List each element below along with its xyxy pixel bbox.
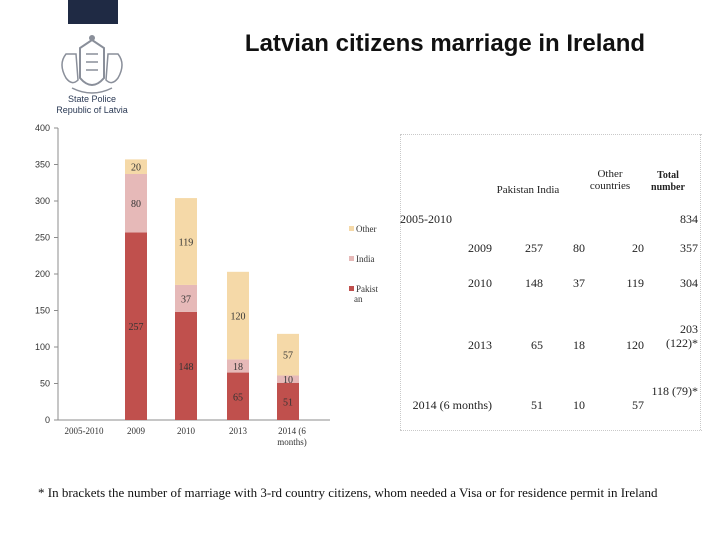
logo-caption: State Police Republic of Latvia [40,94,144,116]
data-label: 120 [231,312,246,323]
row-2009-pakistan: 257 [525,241,543,255]
legend-label: Pakist an [354,284,379,304]
header-india: India [536,184,560,196]
row-2013-total: 203 (122)* [666,322,698,350]
data-label: 80 [131,199,141,210]
row-2009-india: 80 [573,241,585,255]
bar-segment-other [277,333,299,376]
y-tick-label: 200 [35,269,50,279]
y-tick-label: 350 [35,160,50,170]
x-tick-label: 2014 (6 months) [277,426,307,447]
summary-row-total: 834 [680,212,698,226]
x-tick-label: 2005-2010 [65,426,104,436]
y-tick-label: 400 [35,123,50,133]
data-label: 148 [179,362,194,373]
table-gridline [400,134,401,430]
row-2009-other: 20 [632,241,644,255]
data-label: 20 [131,163,141,174]
summary-row-label: 2005-2010 [400,212,452,226]
row-2014-pakistan: 51 [531,398,543,412]
bar-segment-india [227,359,249,373]
page-title: Latvian citizens marriage in Ireland [244,30,646,57]
row-2014-other: 57 [632,398,644,412]
row-2013-other: 120 [626,338,644,352]
y-tick-label: 50 [40,379,50,389]
bar-segment-india [125,173,147,233]
data-table: Pakistan India Other countries Total num… [400,134,702,431]
data-label: 10 [283,375,293,386]
legend-swatch [349,226,354,231]
coat-of-arms-logo [61,35,123,94]
y-tick-label: 0 [45,415,50,425]
row-2013-pakistan: 65 [531,338,543,352]
row-2010-other: 119 [626,276,644,290]
x-tick-label: 2009 [127,426,146,436]
bar-segment-other [125,159,147,174]
header-pakistan-india: Pakistan India [488,184,568,196]
row-2014-total: 118 (79)* [651,384,698,398]
row-2010-total: 304 [680,276,698,290]
bar-segment-pakistan [175,311,197,420]
row-2014-label: 2014 (6 months) [412,398,492,412]
data-label: 65 [233,392,243,403]
row-2013-india: 18 [573,338,585,352]
legend-swatch [349,286,354,291]
logo-line-1: State Police [67,94,117,104]
bar-segment-other [175,198,197,285]
row-2010-label: 2010 [468,276,492,290]
data-label: 18 [233,362,243,373]
bar-segment-india [277,375,299,383]
legend-label: Other [356,224,377,234]
footnote: * In brackets the number of marriage wit… [38,485,658,500]
x-tick-label: 2010 [177,426,196,436]
table-gridline [700,134,701,430]
row-2009-total: 357 [680,241,698,255]
y-tick-label: 250 [35,233,50,243]
table-gridline [400,134,702,135]
top-dark-bar [68,0,118,24]
data-label: 37 [181,294,191,305]
legend-swatch [349,256,354,261]
legend-label: India [356,254,375,264]
data-label: 257 [129,322,144,333]
bar-segment-other [227,271,249,360]
logo-line-2: Republic of Latvia [56,105,128,115]
header-total-number: Total number [651,170,685,193]
row-2013-label: 2013 [468,338,492,352]
header-other-countries: Other countries [589,168,631,192]
header-pakistan: Pakistan [496,184,534,196]
data-label: 119 [179,238,194,249]
y-tick-label: 100 [35,342,50,352]
data-label: 57 [283,351,293,362]
row-2009-label: 2009 [468,241,492,255]
stacked-bar-chart: 0 50 100 150 200 250 300 350 400 2005-2010 257 80 20… [35,123,379,447]
bar-segment-pakistan [125,232,147,420]
bar-segment-pakistan [277,382,299,420]
bar-segment-pakistan [227,372,249,420]
data-label: 51 [283,397,293,408]
row-2010-pakistan: 148 [525,276,543,290]
y-tick-label: 300 [35,196,50,206]
y-tick-label: 150 [35,306,50,316]
x-tick-label: 2013 [229,426,248,436]
bar-segment-india [175,284,197,312]
row-2010-india: 37 [573,276,585,290]
row-2014-india: 10 [573,398,585,412]
table-gridline [400,430,702,431]
